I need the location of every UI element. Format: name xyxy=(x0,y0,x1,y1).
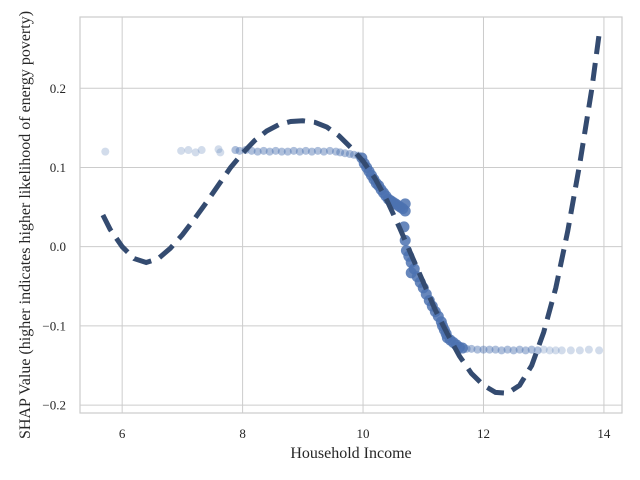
data-point xyxy=(265,147,274,156)
data-point xyxy=(545,346,554,355)
x-axis-ticks: 6 8 10 12 14 xyxy=(119,426,611,441)
data-point xyxy=(584,345,593,354)
data-point xyxy=(551,346,560,355)
data-point xyxy=(345,150,354,159)
data-point xyxy=(197,146,206,155)
data-point xyxy=(177,146,186,155)
data-point xyxy=(319,147,328,156)
x-axis-label: Household Income xyxy=(290,445,411,462)
data-point xyxy=(533,346,542,355)
data-point xyxy=(336,148,345,157)
data-point xyxy=(491,345,500,354)
data-point xyxy=(101,147,110,156)
x-tick-label: 14 xyxy=(597,426,611,441)
data-point xyxy=(566,346,575,355)
data-point xyxy=(340,149,349,158)
data-point xyxy=(399,205,411,217)
data-point xyxy=(253,147,262,156)
y-tick-label: 0.0 xyxy=(50,239,66,254)
data-point xyxy=(301,146,310,155)
y-tick-label: 0.2 xyxy=(50,81,66,96)
data-point xyxy=(462,344,471,353)
data-point xyxy=(184,146,193,155)
y-tick-label: −0.2 xyxy=(42,398,66,413)
x-tick-label: 12 xyxy=(477,426,490,441)
data-point xyxy=(277,147,286,156)
data-point xyxy=(467,344,476,353)
data-point xyxy=(271,146,280,155)
y-axis-ticks: −0.2 −0.1 0.0 0.1 0.2 xyxy=(42,81,66,413)
data-point xyxy=(479,345,488,354)
data-point xyxy=(331,147,340,156)
data-point xyxy=(214,145,223,154)
data-point xyxy=(313,146,322,155)
y-tick-label: 0.1 xyxy=(50,160,66,175)
y-tick-label: −0.1 xyxy=(42,318,66,333)
data-point xyxy=(456,342,468,354)
data-point xyxy=(259,146,268,155)
data-point xyxy=(283,147,292,156)
data-point xyxy=(231,146,240,155)
data-point xyxy=(295,147,304,156)
data-point xyxy=(325,146,334,155)
grid-lines xyxy=(80,17,622,413)
plot-frame xyxy=(79,16,623,414)
data-point xyxy=(307,147,316,156)
trend-line xyxy=(100,34,602,396)
data-point xyxy=(527,345,536,354)
data-point xyxy=(595,346,604,355)
data-point xyxy=(521,346,530,355)
data-point xyxy=(497,346,506,355)
y-axis-label: SHAP Value (higher indicates higher like… xyxy=(17,11,34,439)
data-point xyxy=(485,345,494,354)
data-point xyxy=(191,148,200,157)
x-tick-label: 8 xyxy=(239,426,246,441)
data-point xyxy=(509,346,518,355)
data-point xyxy=(557,346,566,355)
data-point xyxy=(515,345,524,354)
data-point xyxy=(289,146,298,155)
data-point xyxy=(473,345,482,354)
data-point xyxy=(539,345,548,354)
scatter-points xyxy=(101,145,604,355)
x-tick-label: 10 xyxy=(357,426,370,441)
data-point xyxy=(216,148,225,157)
x-tick-label: 6 xyxy=(119,426,126,441)
data-point xyxy=(575,346,584,355)
data-point xyxy=(503,345,512,354)
data-point xyxy=(235,146,244,155)
